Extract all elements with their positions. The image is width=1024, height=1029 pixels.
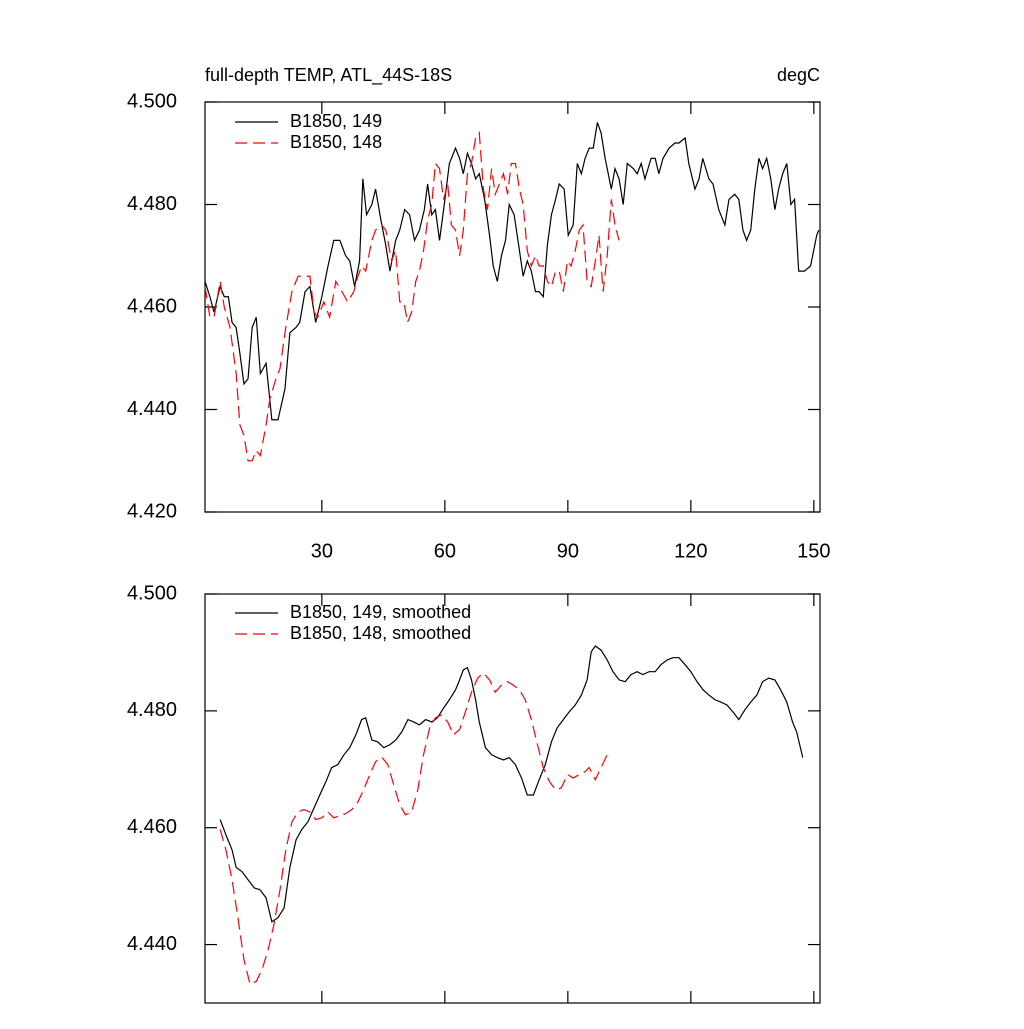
legend-label: B1850, 149 [290, 111, 382, 131]
chart-title: full-depth TEMP, ATL_44S-18S [205, 65, 452, 86]
legend-label: B1850, 148 [290, 132, 382, 152]
legend-label: B1850, 148, smoothed [290, 623, 471, 643]
plot-frame [204, 593, 821, 1004]
y-tick-label: 4.500 [127, 582, 177, 604]
series-line [204, 131, 620, 462]
x-tick-label: 30 [311, 540, 333, 562]
x-tick-label: 60 [434, 540, 456, 562]
x-tick-label: 120 [674, 540, 707, 562]
y-tick-label: 4.480 [127, 193, 177, 215]
y-tick-label: 4.440 [127, 398, 177, 420]
units-label: degC [777, 65, 820, 85]
y-tick-label: 4.460 [127, 295, 177, 317]
y-tick-label: 4.420 [127, 500, 177, 522]
series-line [219, 672, 608, 986]
series-line [204, 122, 820, 421]
y-tick-label: 4.440 [127, 933, 177, 955]
y-tick-label: 4.500 [127, 90, 177, 112]
legend-label: B1850, 149, smoothed [290, 602, 471, 622]
x-tick-label: 90 [557, 540, 579, 562]
series-line [219, 645, 804, 923]
y-tick-label: 4.460 [127, 816, 177, 838]
y-tick-label: 4.480 [127, 699, 177, 721]
x-tick-label: 150 [797, 540, 830, 562]
